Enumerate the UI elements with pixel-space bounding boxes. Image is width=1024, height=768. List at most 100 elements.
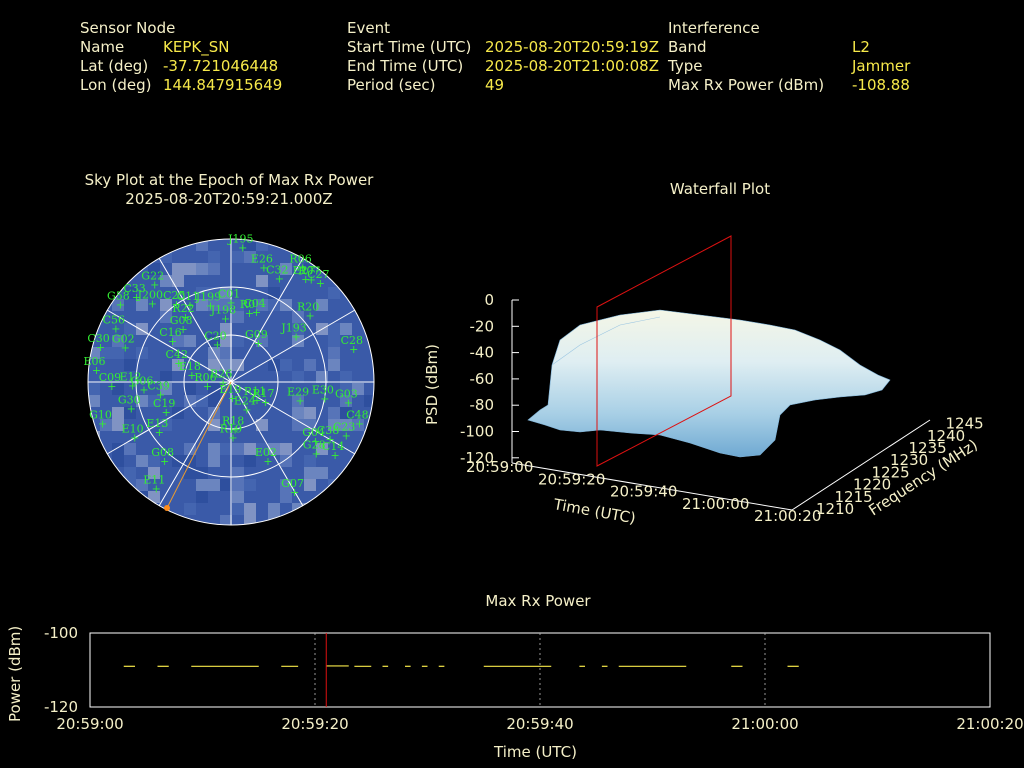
skyplot-cell xyxy=(340,371,352,383)
skyplot-cell xyxy=(184,503,196,515)
skyplot-cell xyxy=(352,239,364,251)
skyplot-cell xyxy=(220,503,232,515)
skyplot-cell xyxy=(88,479,100,491)
satellite-marker: + xyxy=(312,447,321,460)
satellite-label: G07 xyxy=(281,477,304,490)
satellite-label: C25 xyxy=(163,289,185,302)
skyplot-cell xyxy=(340,395,352,407)
power-chart-x-ticks: 20:59:00 20:59:20 20:59:40 21:00:00 21:00:20 xyxy=(56,715,1023,733)
period-label: Period (sec) xyxy=(347,76,436,94)
skyplot-cell xyxy=(328,407,340,419)
satellite-label: C42 xyxy=(166,348,188,361)
skyplot-cell xyxy=(220,347,232,359)
interference-power: -108.88 xyxy=(852,76,910,94)
satellite-label: E29 xyxy=(287,386,309,399)
jammer-marker xyxy=(164,505,170,511)
skyplot-cell xyxy=(232,479,244,491)
waterfall-y-tick-label: 1240 xyxy=(927,427,965,445)
satellite-marker: + xyxy=(349,343,358,356)
satellite-marker: + xyxy=(213,339,222,352)
power-label: Max Rx Power (dBm) xyxy=(668,76,825,94)
satellite-marker: + xyxy=(168,335,177,348)
skyplot-cell xyxy=(292,419,304,431)
skyplot-cell xyxy=(148,455,160,467)
satellite-marker: + xyxy=(111,322,120,335)
waterfall-z-tick-label: -20 xyxy=(470,317,495,335)
skyplot-cell xyxy=(280,455,292,467)
skyplot-cell xyxy=(88,443,100,455)
satellite-label: G28 xyxy=(303,438,326,451)
skyplot-cell xyxy=(172,335,184,347)
skyplot-cell xyxy=(232,359,244,371)
power-chart-x-tick-label: 20:59:20 xyxy=(281,715,348,733)
satellite-label: J198 xyxy=(210,304,236,317)
skyplot-cell xyxy=(280,491,292,503)
skyplot-cell xyxy=(112,335,124,347)
skyplot-cell xyxy=(304,263,316,275)
skyplot-cell xyxy=(364,491,374,503)
skyplot-cell xyxy=(112,299,124,311)
skyplot-cell xyxy=(280,263,292,275)
skyplot-cell xyxy=(208,419,220,431)
satellite-marker: + xyxy=(96,341,105,354)
skyplot-cell xyxy=(256,479,268,491)
satellite-label: J195 xyxy=(227,232,253,245)
skyplot-cell xyxy=(220,515,232,525)
satellite-label: R06 xyxy=(194,371,216,384)
power-chart-y-ticks: -100 -120 xyxy=(44,624,78,716)
skyplot-cell xyxy=(208,287,220,299)
skyplot-cell xyxy=(208,251,220,263)
satellite-marker: + xyxy=(295,395,304,408)
skyplot-cell xyxy=(256,419,268,431)
skyplot-cell xyxy=(220,443,232,455)
skyplot-cell xyxy=(196,479,208,491)
power-chart-series xyxy=(123,633,799,707)
skyplot-cell xyxy=(196,275,208,287)
skyplot-cell xyxy=(208,335,220,347)
skyplot-cell xyxy=(160,275,172,287)
skyplot-cell xyxy=(364,467,374,479)
skyplot-cell xyxy=(160,383,172,395)
skyplot-cell xyxy=(316,371,328,383)
skyplot-cell xyxy=(256,467,268,479)
satellite-label: C48 xyxy=(346,409,368,422)
waterfall-y-tick-label: 1245 xyxy=(946,415,984,433)
satellite-marker: + xyxy=(150,278,159,291)
skyplot-cell xyxy=(220,323,232,335)
skyplot-cell xyxy=(256,239,268,251)
satellite-marker: + xyxy=(228,392,237,405)
skyplot-cell xyxy=(196,263,208,275)
power-chart-y-tick-label: -100 xyxy=(44,624,78,642)
power-chart-grid xyxy=(314,633,766,707)
skyplot-cell xyxy=(340,251,352,263)
satellite-label: C16 xyxy=(159,326,181,339)
satellite-label: G08 xyxy=(170,314,193,327)
skyplot-cell xyxy=(208,479,220,491)
skyplot-cell xyxy=(232,491,244,503)
skyplot-cell xyxy=(160,239,172,251)
waterfall-surface xyxy=(527,309,891,458)
skyplot-cell xyxy=(316,515,328,525)
skyplot-cell xyxy=(292,239,304,251)
interference-type: Jammer xyxy=(852,57,911,75)
skyplot-cell xyxy=(244,503,256,515)
skyplot-cell xyxy=(124,443,136,455)
satellite-label: C20 xyxy=(204,330,226,343)
skyplot-cell xyxy=(88,395,100,407)
satellite-label: G03 xyxy=(335,388,358,401)
waterfall-zlabel: PSD (dBm) xyxy=(423,344,441,425)
sensor-heading: Sensor Node xyxy=(80,19,176,37)
interference-panel: Interference Band L2 Type Jammer Max Rx Po… xyxy=(668,19,910,95)
skyplot-cell xyxy=(184,443,196,455)
sensor-lat: -37.721046448 xyxy=(163,57,279,75)
skyplot-cell xyxy=(340,383,352,395)
skyplot-cell xyxy=(124,323,136,335)
skyplot-cell xyxy=(208,395,220,407)
skyplot-cell xyxy=(100,467,112,479)
skyplot-cell xyxy=(340,479,352,491)
skyplot-cell xyxy=(256,299,268,311)
skyplot-cell xyxy=(124,287,136,299)
skyplot-cell xyxy=(100,347,112,359)
skyplot-cell xyxy=(112,347,124,359)
skyplot-cell xyxy=(364,395,374,407)
